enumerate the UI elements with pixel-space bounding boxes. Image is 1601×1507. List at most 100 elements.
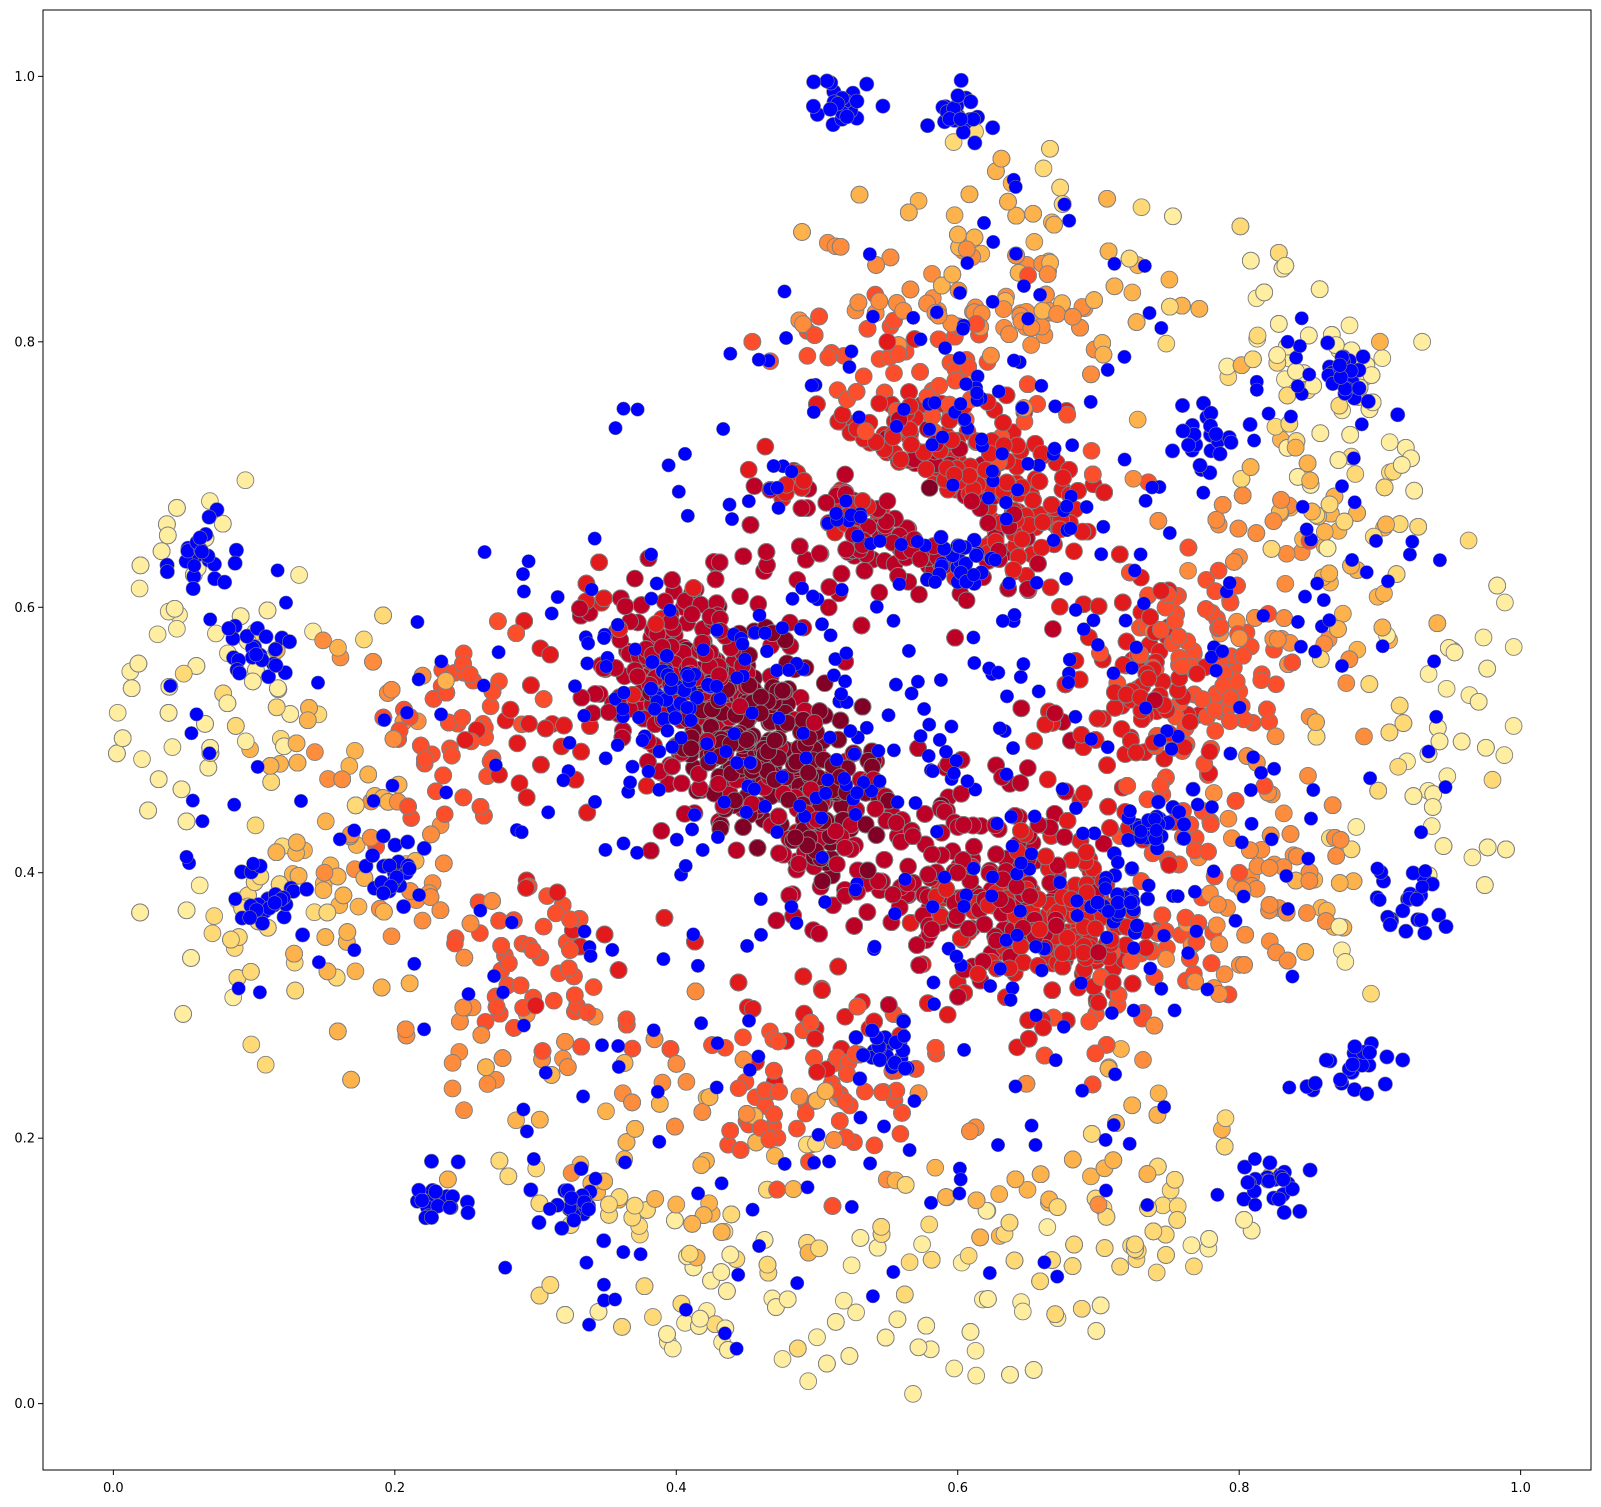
cloud-point <box>1082 441 1101 460</box>
cloud-point <box>957 591 976 610</box>
cloud-point <box>290 566 308 584</box>
cloud-point <box>1050 597 1069 616</box>
cloud-point <box>834 1291 853 1310</box>
cloud-point <box>767 911 786 930</box>
cloud-point <box>1089 993 1108 1012</box>
cloud-point <box>584 978 603 996</box>
cloud-point <box>1299 766 1317 785</box>
cloud-point <box>731 587 749 606</box>
cloud-point <box>443 1079 462 1098</box>
cloud-point <box>788 1119 806 1138</box>
cloud-point <box>1124 469 1143 488</box>
cloud-point <box>923 264 941 283</box>
cloud-point <box>1038 1218 1057 1236</box>
cloud-point <box>478 1075 497 1093</box>
cloud-point <box>959 1246 978 1265</box>
cloud-point <box>644 1308 662 1326</box>
cloud-point <box>108 703 127 722</box>
cloud-point <box>236 471 255 490</box>
cloud-point <box>203 924 222 943</box>
cloud-point <box>1065 542 1083 561</box>
cloud-point <box>790 1087 809 1106</box>
cloud-point <box>1123 283 1142 302</box>
cloud-point <box>242 1035 261 1054</box>
cloud-point <box>1149 1084 1168 1103</box>
cloud-point <box>1495 746 1514 764</box>
cloud-point <box>799 1372 818 1391</box>
cloud-point <box>1147 1263 1166 1282</box>
cloud-point <box>1128 410 1147 429</box>
cloud-point <box>734 1028 752 1047</box>
cloud-point <box>773 1350 792 1368</box>
cloud-point <box>544 991 563 1010</box>
cloud-point <box>1389 757 1408 776</box>
cloud-point <box>926 1158 945 1177</box>
cloud-point <box>1157 334 1176 353</box>
cloud-point <box>1496 593 1514 612</box>
cloud-point <box>163 738 182 756</box>
cloud-point <box>1219 809 1238 828</box>
cloud-point <box>510 774 529 793</box>
cloud-point <box>756 437 775 456</box>
cloud-point <box>1463 848 1482 867</box>
cloud-point <box>739 460 758 479</box>
cloud-point <box>1474 628 1493 647</box>
cloud-point <box>314 631 332 650</box>
plot-area <box>108 72 1523 1403</box>
cloud-point <box>854 367 873 386</box>
cloud-point <box>1215 965 1234 984</box>
cloud-point <box>1340 316 1359 335</box>
cloud-point <box>435 805 454 824</box>
cloud-point <box>1373 349 1392 367</box>
cloud-point <box>246 816 265 835</box>
cloud-point <box>1013 1302 1032 1321</box>
cloud-point <box>1267 675 1285 694</box>
cloud-point <box>190 876 209 895</box>
cloud-point <box>1216 1109 1235 1128</box>
cloud-point <box>1082 1167 1100 1186</box>
cloud-point <box>966 1341 985 1360</box>
cloud-point <box>1160 270 1179 289</box>
cloud-point <box>236 732 255 751</box>
cloud-point <box>314 881 333 900</box>
cloud-point <box>1337 674 1356 692</box>
cloud-point <box>1025 233 1044 251</box>
cloud-point <box>168 619 186 638</box>
cloud-point <box>920 1215 939 1234</box>
cloud-point <box>1315 523 1334 541</box>
cloud-point <box>256 1055 275 1074</box>
cloud-point <box>507 1111 525 1130</box>
cloud-point <box>938 1005 957 1024</box>
cloud-point <box>1209 561 1228 580</box>
cloud-point <box>1018 1180 1037 1199</box>
cloud-point <box>626 569 644 588</box>
cloud-point <box>891 1125 910 1143</box>
cloud-point <box>1277 544 1296 563</box>
cloud-point <box>1075 784 1093 803</box>
cloud-point <box>1038 770 1057 789</box>
cloud-point <box>1182 1236 1201 1255</box>
point-cloud <box>108 122 1523 1403</box>
cloud-point <box>1248 326 1267 345</box>
cloud-point <box>836 1007 854 1026</box>
cloud-point <box>306 743 324 761</box>
cloud-point <box>899 857 917 876</box>
cloud-point <box>443 1054 462 1072</box>
cloud-point <box>1011 774 1030 792</box>
cloud-point <box>1132 198 1151 217</box>
cloud-point <box>944 133 963 151</box>
cloud-point <box>1346 465 1365 483</box>
cloud-point <box>745 477 764 495</box>
cloud-point <box>1094 834 1113 853</box>
cloud-point <box>945 1359 964 1378</box>
cloud-point <box>455 1101 473 1120</box>
cloud-point <box>729 1079 748 1098</box>
cloud-point <box>865 1136 884 1155</box>
cloud-point <box>819 598 838 617</box>
cloud-point <box>1022 336 1040 354</box>
cloud-point <box>900 1253 919 1272</box>
cloud-point <box>346 741 364 760</box>
cloud-point <box>1034 159 1053 178</box>
cloud-point <box>1362 984 1380 1003</box>
